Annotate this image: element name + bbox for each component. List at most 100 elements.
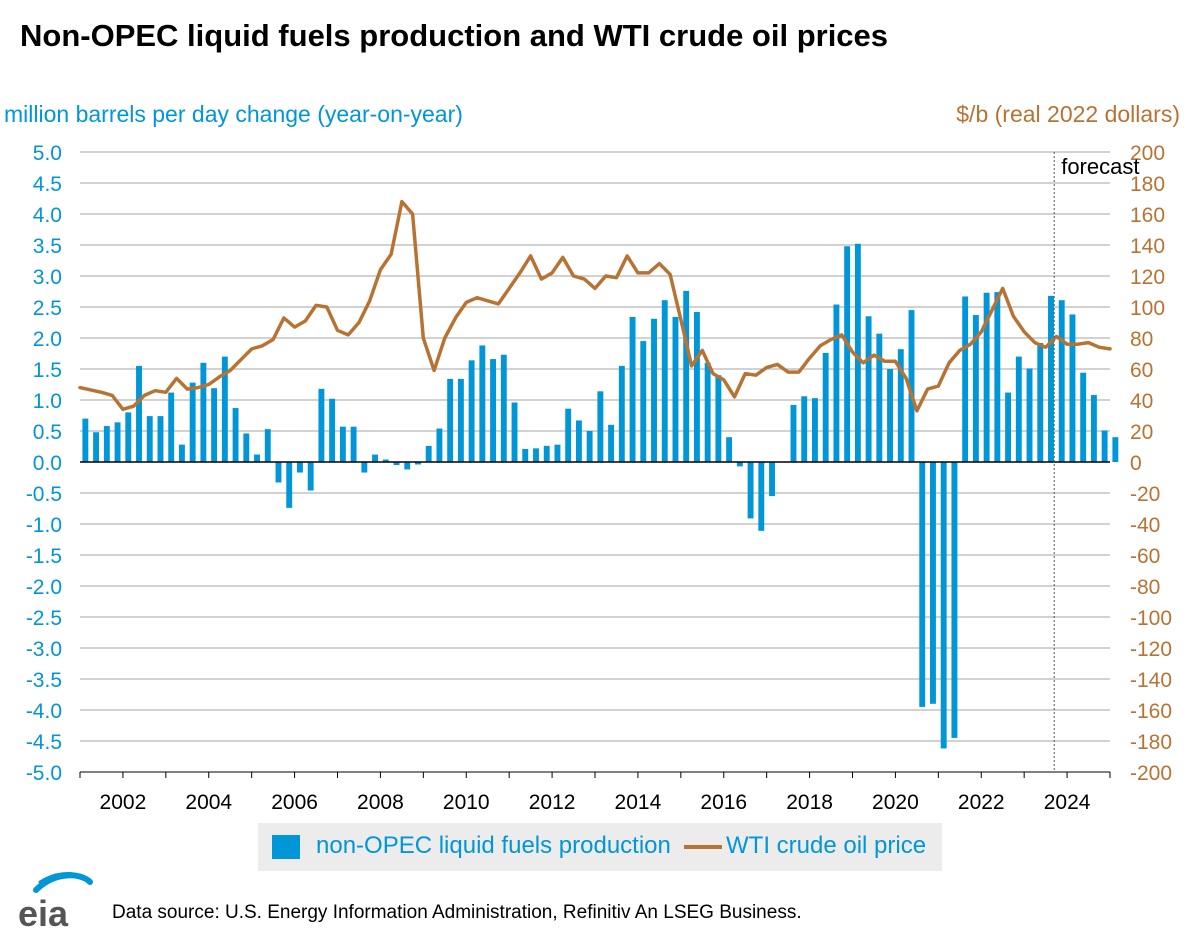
production-bar	[565, 408, 572, 462]
production-bar	[919, 462, 926, 707]
left-tick-label: 2.0	[33, 328, 62, 351]
left-tick-label: -3.5	[26, 669, 62, 692]
left-tick-label: 1.5	[33, 359, 62, 382]
production-bar	[940, 462, 947, 749]
production-bar	[1090, 395, 1097, 462]
production-bar	[575, 420, 582, 462]
production-bar	[1005, 392, 1012, 462]
left-tick-label: 0.5	[33, 421, 62, 444]
production-bar	[758, 462, 765, 531]
production-bar	[661, 300, 668, 462]
right-tick-label: 180	[1130, 173, 1165, 196]
production-bar	[522, 448, 529, 462]
production-bar	[415, 462, 421, 465]
production-bar	[554, 444, 561, 462]
forecast-label: forecast	[1061, 154, 1139, 179]
left-tick-label: 3.0	[33, 266, 62, 289]
production-bar	[983, 292, 990, 462]
production-bar	[1080, 372, 1087, 462]
production-bar	[715, 375, 722, 462]
left-tick-label: -0.5	[26, 483, 62, 506]
left-tick-label: -5.0	[26, 762, 62, 785]
production-bar	[887, 369, 894, 462]
legend-label-line: WTI crude oil price	[726, 832, 927, 859]
production-bar	[125, 412, 132, 462]
left-tick-label: -2.0	[26, 576, 62, 599]
production-bar	[307, 462, 314, 491]
left-axis-label: million barrels per day change (year-on-…	[4, 101, 463, 127]
right-tick-label: 140	[1130, 235, 1165, 258]
production-bar	[286, 462, 293, 508]
legend: non-OPEC liquid fuels production WTI cru…	[258, 823, 942, 871]
production-bar	[790, 404, 797, 462]
right-tick-label: -180	[1130, 731, 1172, 754]
production-bar	[275, 462, 282, 483]
production-bar	[243, 433, 250, 462]
production-bar	[232, 408, 239, 462]
left-tick-label: -2.5	[26, 607, 62, 630]
legend-swatch-line	[684, 845, 722, 849]
production-bar	[876, 333, 883, 462]
legend-label-bar: non-OPEC liquid fuels production	[316, 832, 671, 859]
right-tick-label: 160	[1130, 204, 1165, 227]
production-bar	[822, 352, 829, 462]
production-bar	[704, 362, 711, 462]
x-tick-label: 2024	[1044, 791, 1091, 814]
production-bar	[511, 402, 518, 462]
right-tick-label: -80	[1130, 576, 1160, 599]
production-bar	[189, 382, 196, 462]
production-bar	[629, 316, 636, 462]
production-bar	[490, 359, 497, 462]
production-bar	[339, 426, 346, 462]
production-bar	[683, 290, 690, 462]
x-tick-label: 2020	[872, 791, 919, 814]
production-bar	[618, 365, 625, 462]
production-bar	[640, 341, 647, 462]
production-bar	[865, 316, 872, 462]
left-tick-label: 0.0	[33, 452, 62, 475]
left-tick-label: -1.0	[26, 514, 62, 537]
right-tick-label: -120	[1130, 638, 1172, 661]
production-bar	[769, 462, 775, 497]
production-bar	[597, 391, 604, 462]
production-bar	[1101, 430, 1108, 462]
bar-series	[82, 243, 1119, 749]
production-bar	[543, 445, 550, 462]
x-tick-label: 2004	[185, 791, 232, 814]
production-bar	[479, 345, 486, 462]
right-tick-label: 40	[1130, 390, 1153, 413]
production-bar	[994, 292, 1001, 462]
production-bar	[211, 388, 218, 462]
production-bar	[468, 360, 475, 462]
production-bar	[586, 431, 593, 462]
production-bar	[404, 462, 411, 470]
x-tick-label: 2012	[529, 791, 576, 814]
line-series	[78, 199, 1112, 413]
x-tick-label: 2016	[700, 791, 747, 814]
chart-title: Non-OPEC liquid fuels production and WTI…	[20, 18, 889, 53]
eia-logo-icon: eia	[18, 872, 93, 932]
production-bar	[114, 422, 121, 462]
production-bar	[146, 416, 153, 462]
right-tick-label: -200	[1130, 762, 1172, 785]
production-bar	[908, 310, 915, 462]
right-axis-label: $/b (real 2022 dollars)	[956, 101, 1180, 127]
production-bar	[651, 318, 657, 462]
left-tick-label: -4.0	[26, 700, 62, 723]
production-bar	[608, 424, 615, 462]
production-bar	[801, 396, 808, 462]
production-bar	[200, 362, 207, 462]
left-tick-label: -1.5	[26, 545, 62, 568]
eia-logo-text: eia	[18, 893, 69, 932]
production-bar	[500, 354, 507, 462]
x-tick-label: 2018	[786, 791, 833, 814]
production-bar	[1037, 342, 1044, 462]
x-tick-label: 2002	[100, 791, 147, 814]
production-bar	[178, 444, 185, 462]
right-tick-label: -100	[1130, 607, 1172, 630]
production-bar	[425, 445, 432, 462]
right-tick-label: -160	[1130, 700, 1172, 723]
production-bar	[103, 426, 110, 462]
